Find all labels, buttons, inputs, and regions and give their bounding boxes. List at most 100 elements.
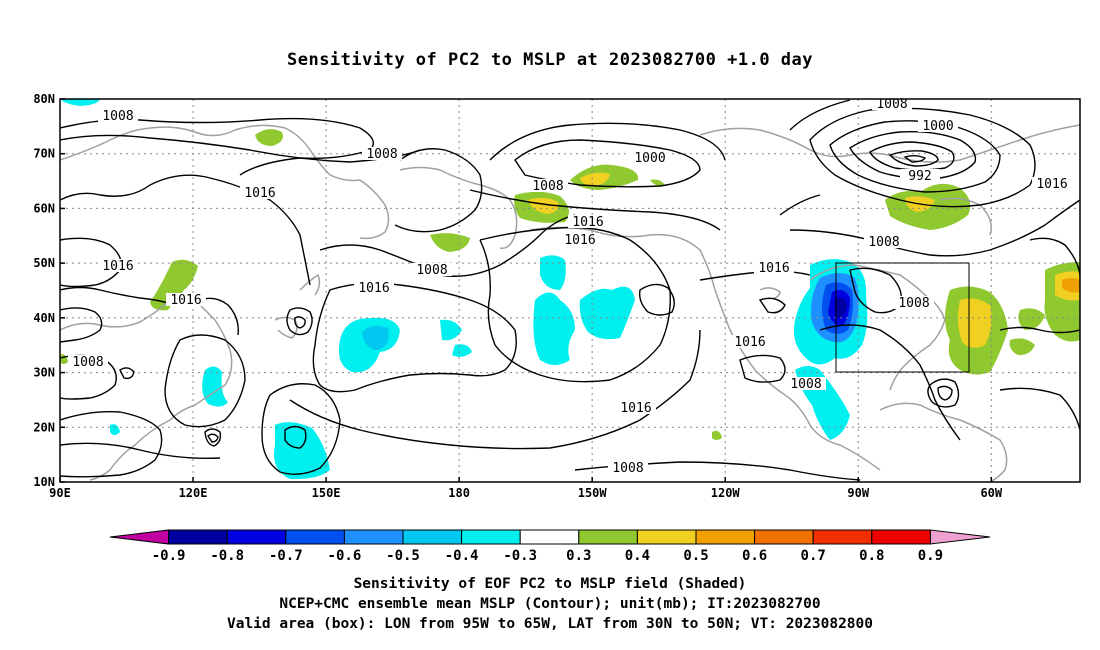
contour-label: 1016 <box>572 215 603 230</box>
contour-label-background <box>68 355 108 368</box>
colorbar-swatch <box>578 529 638 545</box>
contour-label-background <box>240 186 280 199</box>
colorbar-swatch <box>343 529 404 545</box>
colorbar-label: -0.7 <box>269 548 303 564</box>
contour-label-background <box>918 119 958 132</box>
colorbar-swatch <box>871 529 931 545</box>
colorbar-label: -0.6 <box>328 548 362 564</box>
longitude-tick-label: 180 <box>448 486 470 500</box>
latitude-tick-label: 70N <box>33 147 55 161</box>
coastlines <box>60 124 1080 482</box>
contour-label: 1008 <box>416 263 447 278</box>
contour-label: 1016 <box>1036 177 1067 192</box>
colorbar-swatch <box>168 529 228 545</box>
contour-label: 1000 <box>634 151 665 166</box>
longitude-tick-label: 120E <box>179 486 208 500</box>
contour-label: 1016 <box>620 401 651 416</box>
longitude-tick-label: 90W <box>847 486 869 500</box>
chart-title: Sensitivity of PC2 to MSLP at 2023082700… <box>286 50 813 70</box>
contour-label: 1016 <box>102 259 133 274</box>
contour-label-background <box>166 293 206 306</box>
colorbar-swatch <box>636 529 697 545</box>
contour-label: 1008 <box>72 355 103 370</box>
latitude-tick-label: 50N <box>33 256 55 270</box>
latitude-tick-label: 20N <box>33 420 55 434</box>
contour-label: 1016 <box>170 293 201 308</box>
contour-label-background <box>730 335 770 348</box>
colorbar-label: -0.9 <box>152 548 186 564</box>
caption-line-3: Valid area (box): LON from 95W to 65W, L… <box>226 616 873 632</box>
colorbar-swatch <box>695 529 756 545</box>
longitude-labels: 90E 120E 150E 180 150W 120W 90W 60W <box>49 477 1003 500</box>
colorbar: -0.9 -0.8 -0.7 -0.6 -0.5 -0.4 -0.3 0.3 0.4 0.5 0.6… <box>109 529 991 564</box>
caption-line-2: NCEP+CMC ensemble mean MSLP (Contour); u… <box>279 596 821 612</box>
contour-label: 1000 <box>922 119 953 134</box>
contour-label-background <box>754 261 794 274</box>
contour-label: 1008 <box>898 296 929 311</box>
colorbar-label: -0.5 <box>386 548 420 564</box>
contour-label-background <box>568 215 608 228</box>
contour-label-background <box>864 235 904 248</box>
colorbar-swatch <box>754 529 814 545</box>
latitude-tick-label: 30N <box>33 366 55 380</box>
contour-label: 1008 <box>876 97 907 112</box>
colorbar-label: -0.4 <box>445 548 479 564</box>
longitude-tick-label: 90E <box>49 486 71 500</box>
caption-line-1: Sensitivity of EOF PC2 to MSLP field (Sh… <box>353 576 747 592</box>
colorbar-swatch <box>285 529 345 545</box>
contour-labels: 1008 1008 1016 1016 1016 1008 1000 1008 1016 1016… <box>68 97 1072 476</box>
contour-label: 1016 <box>244 186 275 201</box>
contour-label-background <box>630 151 670 164</box>
colorbar-low-extension <box>109 529 170 545</box>
contour-label: 1008 <box>868 235 899 250</box>
positive-sensitivity-shading <box>60 129 1080 440</box>
colorbar-label: 0.8 <box>859 548 884 564</box>
contour-label-background <box>616 401 656 414</box>
latitude-tick-label: 10N <box>33 475 55 489</box>
negative-sensitivity-shading <box>60 99 868 480</box>
colorbar-label: 0.9 <box>918 548 943 564</box>
contour-label: 1016 <box>358 281 389 296</box>
latitude-tick-label: 40N <box>33 311 55 325</box>
contour-label: 1016 <box>564 233 595 248</box>
colorbar-label: -0.3 <box>503 548 537 564</box>
contour-label: 1008 <box>102 109 133 124</box>
longitude-tick-label: 120W <box>711 486 741 500</box>
colorbar-swatch <box>461 529 521 545</box>
colorbar-swatch <box>402 529 463 545</box>
contour-label-background <box>608 461 648 474</box>
latitude-tick-label: 60N <box>33 201 55 215</box>
latitude-labels: 80N 70N 60N 50N 40N 30N 20N 10N <box>33 92 65 489</box>
longitude-tick-label: 150E <box>312 486 341 500</box>
valid-area-box <box>835 262 970 373</box>
caption: Sensitivity of EOF PC2 to MSLP field (Sh… <box>0 574 1100 634</box>
contour-label-background <box>894 296 934 309</box>
contour-label-background <box>354 281 394 294</box>
colorbar-label: 0.6 <box>742 548 767 564</box>
longitude-tick-label: 150W <box>578 486 608 500</box>
contour-label: 1016 <box>734 335 765 350</box>
colorbar-high-extension <box>929 529 991 545</box>
contour-label-background <box>786 377 826 390</box>
map-panel: 1008 1008 1016 1016 1016 1008 1000 1008 1016 1016… <box>59 97 1081 483</box>
latitude-tick-label: 80N <box>33 92 55 106</box>
contour-label: 1008 <box>790 377 821 392</box>
contour-label-background <box>872 99 912 110</box>
contour-label-background <box>98 259 138 272</box>
contour-label-background <box>412 263 452 276</box>
contour-label-background <box>528 179 568 192</box>
longitude-tick-label: 60W <box>980 486 1002 500</box>
contour-label-background <box>362 147 402 160</box>
contour-label: 1008 <box>366 147 397 162</box>
colorbar-swatch <box>226 529 287 545</box>
colorbar-swatch <box>519 529 580 545</box>
colorbar-label: 0.4 <box>625 548 650 564</box>
colorbar-label: -0.8 <box>210 548 244 564</box>
colorbar-label: 0.3 <box>566 548 591 564</box>
colorbar-swatch <box>812 529 873 545</box>
contour-label-background <box>900 169 940 182</box>
contour-label: 1016 <box>758 261 789 276</box>
contour-label: 992 <box>908 169 931 184</box>
contour-label-background <box>98 109 138 122</box>
